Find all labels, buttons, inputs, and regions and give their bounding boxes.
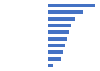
Bar	[48, 24, 71, 27]
Bar	[48, 30, 69, 34]
Bar	[48, 4, 95, 7]
Bar	[48, 37, 67, 41]
Bar	[48, 64, 53, 67]
Bar	[48, 17, 75, 21]
Bar	[48, 10, 83, 14]
Bar	[48, 57, 62, 61]
Bar	[48, 50, 63, 54]
Bar	[48, 44, 65, 47]
